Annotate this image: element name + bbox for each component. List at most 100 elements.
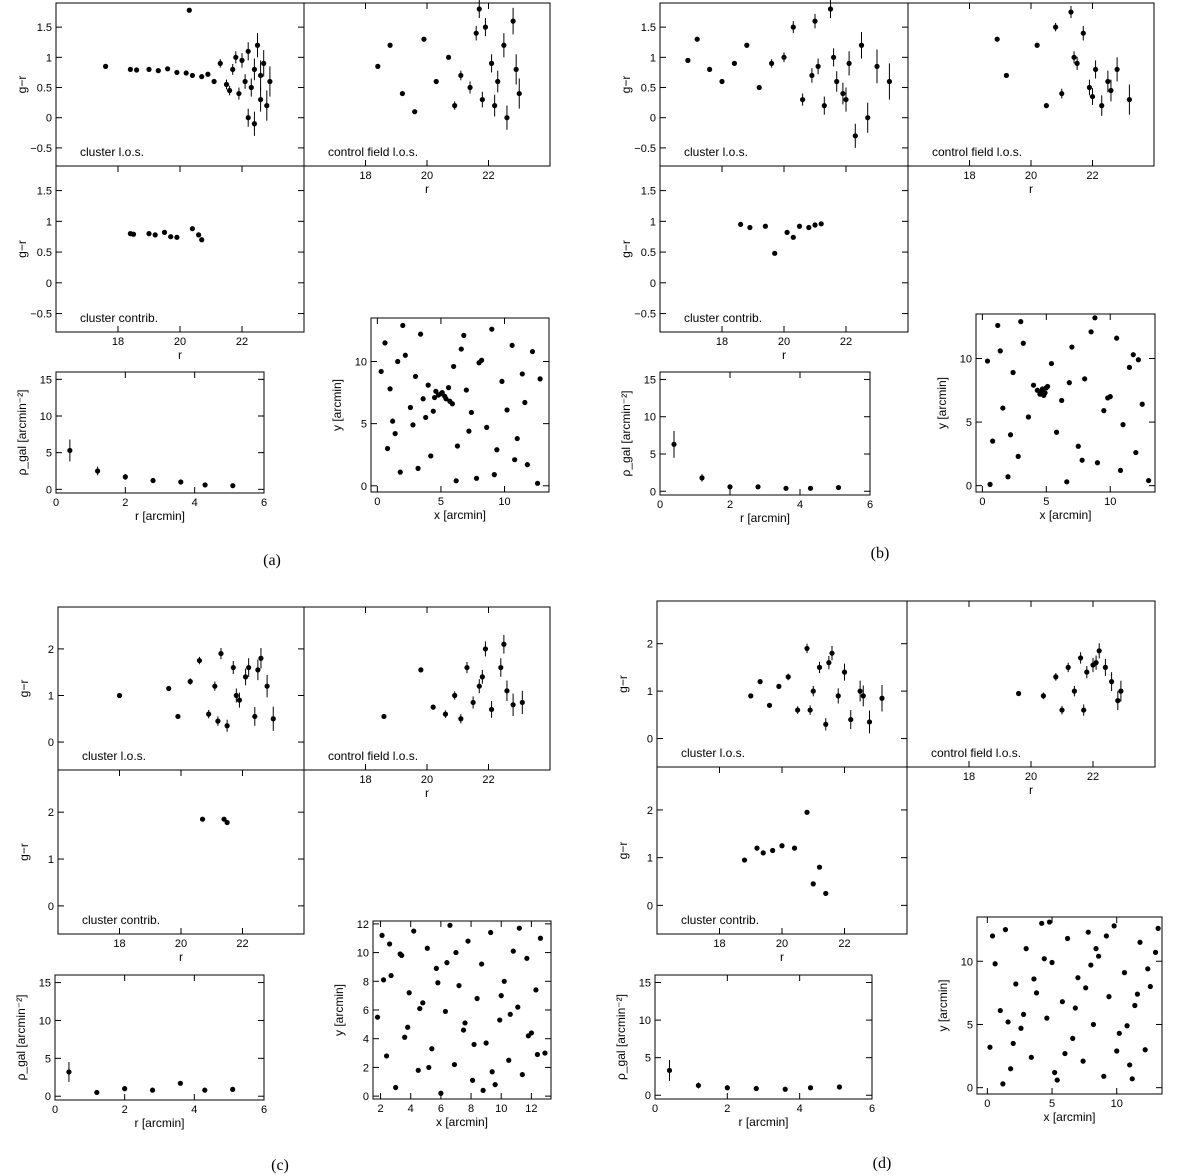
panel-b-9-xtick-label: 10 <box>1104 496 1116 508</box>
panel-d-19-data-point <box>1070 1035 1076 1041</box>
panel-b-9-data-point <box>1146 477 1152 484</box>
panel-c-14-data-point <box>383 1053 390 1059</box>
panel-b-6-data-point <box>1105 78 1111 85</box>
panel-a-3-ytick-label: 0 <box>46 484 52 496</box>
panel-d-18-xtick-label: 2 <box>724 1103 730 1115</box>
panel-a-1-data-point <box>479 96 485 103</box>
panel-c-10-ylabel: g−r <box>17 680 31 698</box>
panel-d-19-data-point <box>1083 985 1089 991</box>
panel-d-15-ytick-label: 0 <box>647 734 653 746</box>
panel-d-19-data-point <box>1142 1047 1148 1053</box>
panel-a-2-xtick-label: 20 <box>174 336 186 348</box>
panel-c-14-data-point <box>469 1077 476 1083</box>
panel-c-13-xtick-label: 2 <box>122 1104 128 1116</box>
panel-a-4-data-point <box>445 385 452 391</box>
panel-d-19-data-point <box>989 933 996 939</box>
panel-b-5-panel-text: cluster l.o.s. <box>684 145 748 159</box>
panel-d-15-ytick-label: 2 <box>647 639 653 651</box>
panel-c-10-data-point <box>206 711 212 717</box>
panel-b-8-axes-frame <box>659 371 871 496</box>
panel-a-0-data-point <box>242 78 248 85</box>
panel-a-1-data-point <box>473 30 479 36</box>
panel-a-1-data-point <box>482 24 489 30</box>
panel-a-1-data-point <box>513 66 519 73</box>
panel-d-19-xtick-label: 5 <box>1049 1098 1055 1110</box>
panel-c-14-data-point <box>435 980 441 986</box>
panel-a-4-data-point <box>504 407 510 413</box>
panel-d-15-ytick-label: 1 <box>647 686 653 698</box>
panel-a-1-data-point <box>501 42 507 48</box>
panel-b-7-xtick-label: 22 <box>840 336 852 348</box>
panel-a-4-data-point <box>412 373 419 380</box>
panel-d-19-data-point <box>1145 966 1151 972</box>
panel-a-2-data-point <box>146 231 152 237</box>
panel-d-18-axes-frame <box>654 974 873 1100</box>
panel-d-19-data-point <box>1010 1040 1016 1047</box>
panel-c-11-axes-frame <box>303 606 551 771</box>
panel-b-9-data-point <box>1105 395 1111 401</box>
panel-a-3-xtick-label: 0 <box>53 497 59 509</box>
panel-d-17-axes-frame <box>656 766 908 935</box>
panel-b-6-data-point <box>1053 24 1059 30</box>
panel-d-16-xtick-label: 18 <box>963 771 975 783</box>
panel-b-9-data-point <box>1007 432 1014 438</box>
panel-a-3-ytick-label: 5 <box>46 448 52 460</box>
panel-c-13-data-point <box>202 1087 208 1093</box>
panel-c-12-xtick-label: 18 <box>113 938 125 950</box>
panel-a-4-xlabel: x [arcmin] <box>434 508 486 522</box>
panel-a-1-xtick-label: 20 <box>421 170 433 182</box>
panel-d-17-data-point <box>804 809 810 815</box>
panel-d-19-data-point <box>1129 1076 1135 1082</box>
panel-a-1-xlabel: r <box>425 182 429 196</box>
panel-d-19-data-point <box>1005 1019 1011 1025</box>
panel-d-15-data-point <box>835 693 841 699</box>
panel-b-5-data-point <box>821 103 827 109</box>
panel-a-4-data-point <box>400 322 406 329</box>
panel-d-19-data-point <box>1096 953 1102 959</box>
panel-d-15-data-point <box>826 660 832 666</box>
panel-label-d: (d) <box>873 1155 892 1172</box>
panel-b-9-data-point <box>1059 397 1065 404</box>
panel-c-14-xtick-label: 8 <box>468 1103 474 1115</box>
panel-d-19-plot: 0 5 10 0 5 10 x [arcmin] y [arcmin] <box>936 916 1163 1124</box>
panel-b-5-data-point <box>744 42 750 48</box>
panel-a-3-xtick-label: 6 <box>261 497 267 509</box>
panel-c-10-data-point <box>116 692 123 699</box>
panel-a-2-ylabel: g−r <box>15 240 29 258</box>
panel-b-5-ytick-label: 1 <box>650 52 656 64</box>
panel-c-14-data-point <box>488 929 494 936</box>
panel-a-3-data-point <box>67 447 73 454</box>
panel-d-15-data-point <box>804 645 810 652</box>
panel-b-8-data-point <box>755 484 761 490</box>
panel-d-15-data-point <box>816 664 823 671</box>
panel-a-1-xtick-label: 22 <box>482 170 494 182</box>
panel-b-5-data-point <box>815 63 821 69</box>
panel-c-13-ytick-label: 0 <box>45 1091 51 1103</box>
panel-d-16-data-point <box>1078 655 1084 661</box>
panel-c-14-data-point <box>537 935 544 941</box>
panel-b-9-data-point <box>995 322 1001 329</box>
panel-c-10-data-point <box>242 674 249 680</box>
panel-b-5-data-point <box>852 133 858 139</box>
panel-b-9-data-point <box>1053 429 1060 435</box>
panel-b-6-data-point <box>1086 84 1093 91</box>
panel-c-14-data-point <box>516 925 522 931</box>
panel-c-13-xtick-label: 0 <box>52 1104 58 1116</box>
panel-d-18-xtick-label: 6 <box>869 1103 875 1115</box>
panel-c-11-data-point <box>510 702 516 708</box>
panel-a-4-xtick-label: 0 <box>374 496 380 508</box>
panel-a-3-data-point <box>95 468 101 474</box>
panel-c-14-ytick-label: 4 <box>363 1034 369 1046</box>
panel-c-12-data-point <box>224 819 230 826</box>
panel-d-18-xlabel: r [arcmin] <box>738 1115 788 1129</box>
panel-d-19-data-point <box>1103 933 1109 939</box>
panel-c-14-data-point <box>393 1084 399 1091</box>
panel-c-14-data-point <box>429 1046 435 1052</box>
panel-a-4-data-point <box>453 478 459 484</box>
panel-a-4-data-point <box>484 424 490 430</box>
panel-c-14-data-point <box>451 1061 458 1068</box>
panel-b-5-data-point <box>840 90 846 97</box>
panel-d-19-data-point <box>1000 1081 1006 1087</box>
panel-a-3-axes-frame <box>55 371 265 494</box>
panel-a-1-plot: 18 20 22 r control field l.o.s. <box>303 0 551 196</box>
